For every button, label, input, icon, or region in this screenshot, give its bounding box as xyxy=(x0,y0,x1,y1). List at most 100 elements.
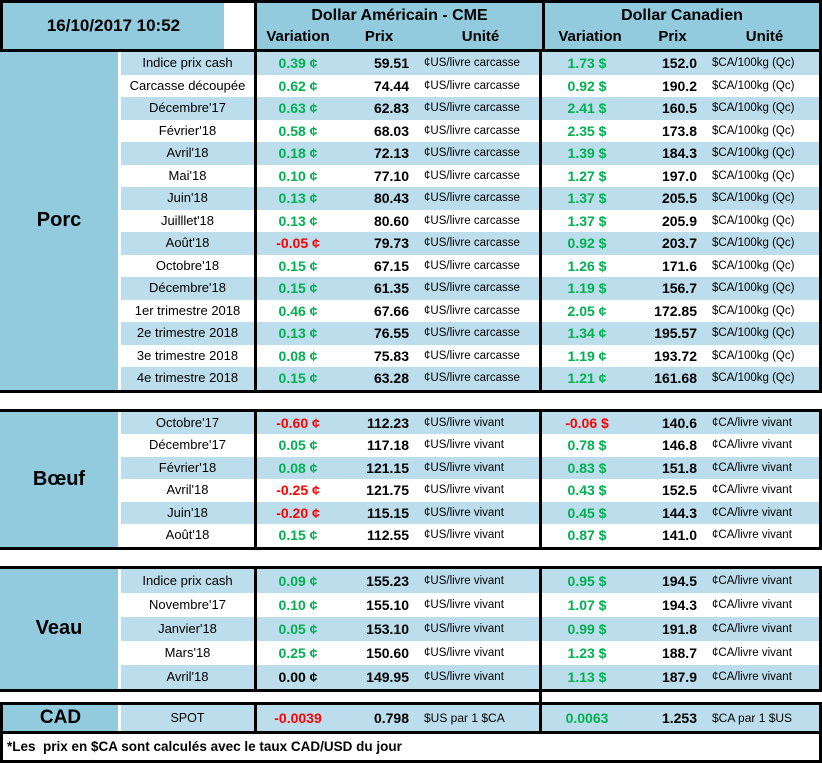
us-price-cell: 59.51 xyxy=(373,55,409,71)
ca-unit-cell: $CA/100kg (Qc) xyxy=(712,349,795,362)
table-row: Février'18 0.58 ¢ 68.03 ¢US/livre carcas… xyxy=(121,119,819,142)
ca-variation-cell: 2.35 $ xyxy=(539,119,632,142)
ca-price-cell: 193.72 xyxy=(654,347,697,364)
us-price-cell: 155.23 xyxy=(366,572,409,589)
us-unit-cell: ¢US/livre carcasse xyxy=(424,102,520,114)
ca-price-cell: 152.0 xyxy=(661,55,697,71)
ca-unit-cell: $CA/100kg (Qc) xyxy=(712,147,795,159)
us-price-cell: 150.60 xyxy=(366,644,409,661)
table-row: Mars'18 0.25 ¢ 150.60 ¢US/livre vivant 1… xyxy=(121,640,819,665)
ca-price-cell: 171.6 xyxy=(661,257,697,274)
ca-price-cell: 197.0 xyxy=(661,167,697,184)
us-price-cell: 77.10 xyxy=(373,167,409,184)
ca-variation-cell: 1.13 $ xyxy=(539,664,632,689)
us-variation-cell: 0.62 ¢ xyxy=(254,74,339,97)
us-variation-cell: 0.09 ¢ xyxy=(254,568,339,593)
section-label-cad: CAD xyxy=(3,704,118,731)
table-row: Janvier'18 0.05 ¢ 153.10 ¢US/livre vivan… xyxy=(121,616,819,641)
us-price-cell: 76.55 xyxy=(373,325,409,341)
ca-variation-cell: 1.19 $ xyxy=(539,277,632,300)
us-price-cell: 80.43 xyxy=(373,190,409,206)
ca-price-cell: 203.7 xyxy=(661,235,697,251)
table-row: Juin'18 0.13 ¢ 80.43 ¢US/livre carcasse … xyxy=(121,187,819,210)
ca-variation-cell: 1.23 $ xyxy=(539,640,632,665)
us-variation-cell: 0.15 ¢ xyxy=(254,524,339,547)
ca-dollar-group-header: Dollar Canadien Variation Prix Unité xyxy=(542,3,819,49)
row-label: Novembre'17 xyxy=(149,596,226,612)
table-row: 1er trimestre 2018 0.46 ¢ 67.66 ¢US/livr… xyxy=(121,299,819,322)
us-price-cell: 149.95 xyxy=(366,668,409,685)
us-unit-cell: ¢US/livre carcasse xyxy=(424,57,520,69)
header-spacer xyxy=(224,3,254,49)
us-unit-cell: ¢US/livre vivant xyxy=(424,484,504,496)
row-label: Août'18 xyxy=(165,235,210,250)
ca-price-cell: 187.9 xyxy=(661,668,697,685)
us-variation-cell: 0.18 ¢ xyxy=(254,142,339,165)
section-label-2: Veau xyxy=(0,568,118,689)
row-label: Avril'18 xyxy=(166,668,209,684)
us-price-cell: 153.10 xyxy=(366,620,409,637)
us-price-cell: 121.15 xyxy=(366,459,409,476)
us-variation-cell: -0.05 ¢ xyxy=(254,232,339,255)
sections-container: Porc Indice prix cash 0.39 ¢ 59.51 ¢US/l… xyxy=(0,52,822,692)
cad-us-price: 0.798 xyxy=(373,709,409,726)
table-row: Décembre'18 0.15 ¢ 61.35 ¢US/livre carca… xyxy=(121,277,819,300)
table-row: 3e trimestre 2018 0.08 ¢ 75.83 ¢US/livre… xyxy=(121,344,819,367)
ca-price-cell: 173.8 xyxy=(661,122,697,139)
ca-variation-cell: 1.37 $ xyxy=(539,187,632,210)
ca-variation-column-header: Variation xyxy=(558,28,622,45)
cad-ca-price: 1.253 xyxy=(661,709,697,726)
row-label: 2e trimestre 2018 xyxy=(136,325,239,340)
table-row: Avril'18 0.00 ¢ 149.95 ¢US/livre vivant … xyxy=(121,664,819,689)
table-row: Indice prix cash 0.39 ¢ 59.51 ¢US/livre … xyxy=(121,52,819,75)
us-price-cell: 68.03 xyxy=(373,122,409,139)
ca-variation-cell: 1.07 $ xyxy=(539,592,632,617)
ca-price-cell: 194.5 xyxy=(661,572,697,589)
cad-us-variation: -0.0039 xyxy=(254,704,339,731)
table-row: Mai'18 0.10 ¢ 77.10 ¢US/livre carcasse 1… xyxy=(121,164,819,187)
row-label: Avril'18 xyxy=(166,145,209,160)
ca-unit-cell: ¢CA/livre vivant xyxy=(712,529,792,541)
ca-variation-cell: 0.95 $ xyxy=(539,568,632,593)
cad-us-unit: $US par 1 $CA xyxy=(424,710,505,725)
us-subheader-row: Variation Prix Unité xyxy=(257,27,542,49)
report-datetime: 16/10/2017 10:52 xyxy=(3,3,224,49)
ca-variation-cell: 0.78 $ xyxy=(539,434,632,457)
ca-unit-cell: $CA/100kg (Qc) xyxy=(712,57,795,69)
ca-unit-cell: $CA/100kg (Qc) xyxy=(712,169,795,182)
ca-unit-cell: $CA/100kg (Qc) xyxy=(712,214,795,227)
ca-price-cell: 152.5 xyxy=(661,482,697,498)
us-price-cell: 80.60 xyxy=(373,212,409,229)
ca-unit-cell: ¢CA/livre vivant xyxy=(712,574,792,587)
us-group-title: Dollar Américain - CME xyxy=(311,7,488,24)
table-row: Décembre'17 0.63 ¢ 62.83 ¢US/livre carca… xyxy=(121,97,819,120)
section: Veau Indice prix cash 0.09 ¢ 155.23 ¢US/… xyxy=(0,565,822,692)
us-variation-cell: 0.15 ¢ xyxy=(254,277,339,300)
us-variation-column-header: Variation xyxy=(266,28,330,45)
us-variation-cell: -0.60 ¢ xyxy=(254,411,339,434)
ca-price-cell: 160.5 xyxy=(661,100,697,116)
table-row: 2e trimestre 2018 0.13 ¢ 76.55 ¢US/livre… xyxy=(121,322,819,345)
us-price-cell: 67.15 xyxy=(373,257,409,274)
ca-unit-cell: ¢CA/livre vivant xyxy=(712,598,792,611)
table-row: 4e trimestre 2018 0.15 ¢ 63.28 ¢US/livre… xyxy=(121,367,819,390)
us-variation-cell: 0.05 ¢ xyxy=(254,616,339,641)
us-dollar-group-header: Dollar Américain - CME Variation Prix Un… xyxy=(254,3,542,49)
ca-unit-cell: $CA/100kg (Qc) xyxy=(712,102,795,114)
ca-price-cell: 144.3 xyxy=(661,504,697,521)
ca-unit-cell: ¢CA/livre vivant xyxy=(712,670,792,683)
table-row: Octobre'18 0.15 ¢ 67.15 ¢US/livre carcas… xyxy=(121,254,819,277)
us-price-cell: 117.18 xyxy=(366,437,409,453)
ca-variation-cell: 0.43 $ xyxy=(539,479,632,502)
us-price-cell: 121.75 xyxy=(366,482,409,498)
us-variation-cell: 0.25 ¢ xyxy=(254,640,339,665)
table-row: Février'18 0.08 ¢ 121.15 ¢US/livre vivan… xyxy=(121,456,819,479)
ca-price-cell: 190.2 xyxy=(661,77,697,94)
table-row: Novembre'17 0.10 ¢ 155.10 ¢US/livre viva… xyxy=(121,592,819,617)
ca-variation-cell: 2.41 $ xyxy=(539,97,632,120)
row-label: Octobre'18 xyxy=(155,257,220,273)
cad-row: CAD SPOT -0.0039 0.798 $US par 1 $CA 0.0… xyxy=(0,701,822,734)
table-row: Avril'18 0.18 ¢ 72.13 ¢US/livre carcasse… xyxy=(121,142,819,165)
ca-prix-column-header: Prix xyxy=(658,28,687,45)
us-unit-cell: ¢US/livre carcasse xyxy=(424,259,520,272)
